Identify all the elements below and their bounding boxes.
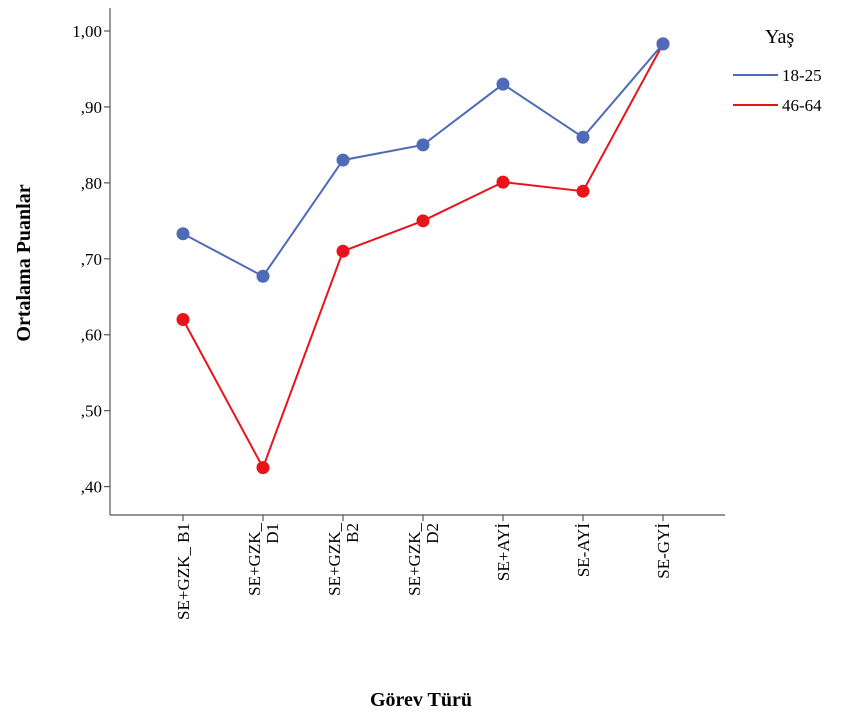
data-point-46-64 <box>176 313 190 327</box>
legend-label-46-64: 46-64 <box>782 96 822 115</box>
y-tick-label: ,70 <box>81 250 102 269</box>
x-tick-label-line: SE+GZK_ <box>405 523 424 596</box>
y-tick-label: 1,00 <box>72 22 102 41</box>
x-tick-label: SE+GZK_B2 <box>325 523 362 596</box>
x-tick-label: SE+GZK_ B1 <box>174 523 193 620</box>
data-point-18-25 <box>176 227 190 241</box>
x-tick-label-line: SE-AYİ <box>574 523 593 577</box>
data-point-46-64 <box>416 214 430 228</box>
x-tick-label-line: B2 <box>343 523 362 543</box>
x-tick-label-line: SE+GZK_ <box>245 523 264 596</box>
legend-label-18-25: 18-25 <box>782 66 822 85</box>
y-tick-label: ,60 <box>81 326 102 345</box>
legend: Yaş 18-25 46-64 <box>733 26 822 115</box>
data-point-18-25 <box>256 269 270 283</box>
x-tick-label-line: SE+AYİ <box>494 523 513 581</box>
x-tick-label: SE+GZK_D1 <box>245 523 282 596</box>
x-tick-label-line: SE-GYİ <box>654 523 673 579</box>
y-tick-label: ,80 <box>81 174 102 193</box>
x-tick-label: SE+AYİ <box>494 523 513 581</box>
x-tick-label: SE-GYİ <box>654 523 673 579</box>
data-point-18-25 <box>496 77 510 91</box>
y-axis-title: Ortalama Puanlar <box>13 184 35 341</box>
x-tick-label-line: SE+GZK_ B1 <box>174 523 193 620</box>
x-tick-label-line: SE+GZK_ <box>325 523 344 596</box>
data-point-18-25 <box>656 37 670 51</box>
data-point-46-64 <box>336 244 350 258</box>
data-point-18-25 <box>576 130 590 144</box>
data-point-46-64 <box>576 184 590 198</box>
x-axis-title: Görev Türü <box>370 689 472 711</box>
x-axis-ticks: SE+GZK_ B1 SE+GZK_D1 SE+GZK_B2 SE+GZK_D2 SE+… <box>174 515 673 620</box>
series-line-18-25 <box>182 43 664 278</box>
data-point-18-25 <box>416 138 430 152</box>
chart-axes <box>109 8 725 516</box>
x-tick-label-line: D1 <box>263 523 282 544</box>
x-tick-label: SE+GZK_D2 <box>405 523 442 596</box>
y-axis-ticks: ,40 ,50 ,60 ,70 ,80 ,90 1,00 <box>72 22 110 497</box>
data-point-46-64 <box>496 175 510 189</box>
series-line-46-64 <box>182 43 664 471</box>
series-layer <box>176 37 670 475</box>
y-tick-label: ,90 <box>81 98 102 117</box>
x-tick-label-line: D2 <box>423 523 442 544</box>
x-tick-label: SE-AYİ <box>574 523 593 577</box>
legend-title: Yaş <box>765 26 794 48</box>
data-point-46-64 <box>256 461 270 475</box>
y-tick-label: ,40 <box>81 478 102 497</box>
data-point-18-25 <box>336 153 350 167</box>
y-tick-label: ,50 <box>81 402 102 421</box>
